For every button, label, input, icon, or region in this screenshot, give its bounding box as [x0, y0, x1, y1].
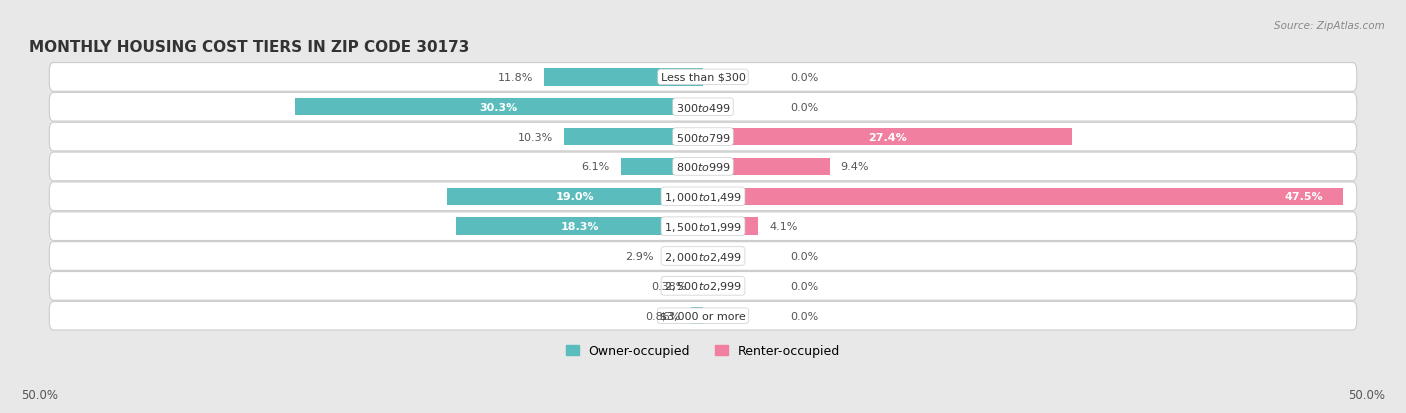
Text: 4.1%: 4.1%: [769, 222, 797, 232]
Text: 0.0%: 0.0%: [790, 73, 818, 83]
Bar: [621, 159, 703, 176]
Text: Source: ZipAtlas.com: Source: ZipAtlas.com: [1274, 21, 1385, 31]
Text: 0.38%: 0.38%: [652, 281, 688, 291]
Text: $500 to $799: $500 to $799: [675, 131, 731, 143]
FancyBboxPatch shape: [49, 242, 1357, 271]
Text: 0.0%: 0.0%: [790, 281, 818, 291]
Text: $2,500 to $2,999: $2,500 to $2,999: [664, 280, 742, 293]
Text: 0.86%: 0.86%: [645, 311, 681, 321]
Text: 0.0%: 0.0%: [790, 252, 818, 261]
Bar: [295, 99, 703, 116]
Bar: [703, 159, 830, 176]
Text: 11.8%: 11.8%: [498, 73, 533, 83]
FancyBboxPatch shape: [49, 93, 1357, 122]
Text: $3,000 or more: $3,000 or more: [661, 311, 745, 321]
FancyBboxPatch shape: [49, 63, 1357, 92]
Text: Less than $300: Less than $300: [661, 73, 745, 83]
Text: MONTHLY HOUSING COST TIERS IN ZIP CODE 30173: MONTHLY HOUSING COST TIERS IN ZIP CODE 3…: [30, 40, 470, 55]
Text: 6.1%: 6.1%: [582, 162, 610, 172]
FancyBboxPatch shape: [49, 183, 1357, 211]
Text: $2,000 to $2,499: $2,000 to $2,499: [664, 250, 742, 263]
Text: $1,500 to $1,999: $1,500 to $1,999: [664, 220, 742, 233]
Bar: [692, 307, 703, 325]
Bar: [447, 188, 703, 205]
Text: 27.4%: 27.4%: [869, 132, 907, 142]
FancyBboxPatch shape: [49, 272, 1357, 301]
Text: 9.4%: 9.4%: [841, 162, 869, 172]
Text: 30.3%: 30.3%: [479, 102, 517, 112]
Bar: [703, 128, 1073, 146]
Bar: [457, 218, 703, 235]
FancyBboxPatch shape: [49, 212, 1357, 241]
Text: 10.3%: 10.3%: [519, 132, 554, 142]
FancyBboxPatch shape: [49, 123, 1357, 152]
Bar: [664, 248, 703, 265]
Text: 0.0%: 0.0%: [790, 102, 818, 112]
Text: 50.0%: 50.0%: [1348, 388, 1385, 401]
Text: 0.0%: 0.0%: [790, 311, 818, 321]
Bar: [703, 218, 758, 235]
Text: 50.0%: 50.0%: [21, 388, 58, 401]
Bar: [697, 278, 703, 295]
FancyBboxPatch shape: [49, 153, 1357, 181]
Bar: [703, 188, 1343, 205]
FancyBboxPatch shape: [49, 301, 1357, 330]
Text: $300 to $499: $300 to $499: [675, 102, 731, 114]
Text: 2.9%: 2.9%: [624, 252, 654, 261]
Legend: Owner-occupied, Renter-occupied: Owner-occupied, Renter-occupied: [561, 339, 845, 362]
Text: 18.3%: 18.3%: [561, 222, 599, 232]
Text: $800 to $999: $800 to $999: [675, 161, 731, 173]
Text: 47.5%: 47.5%: [1285, 192, 1323, 202]
Text: $1,000 to $1,499: $1,000 to $1,499: [664, 190, 742, 203]
Text: 19.0%: 19.0%: [555, 192, 595, 202]
Bar: [544, 69, 703, 86]
Bar: [564, 128, 703, 146]
